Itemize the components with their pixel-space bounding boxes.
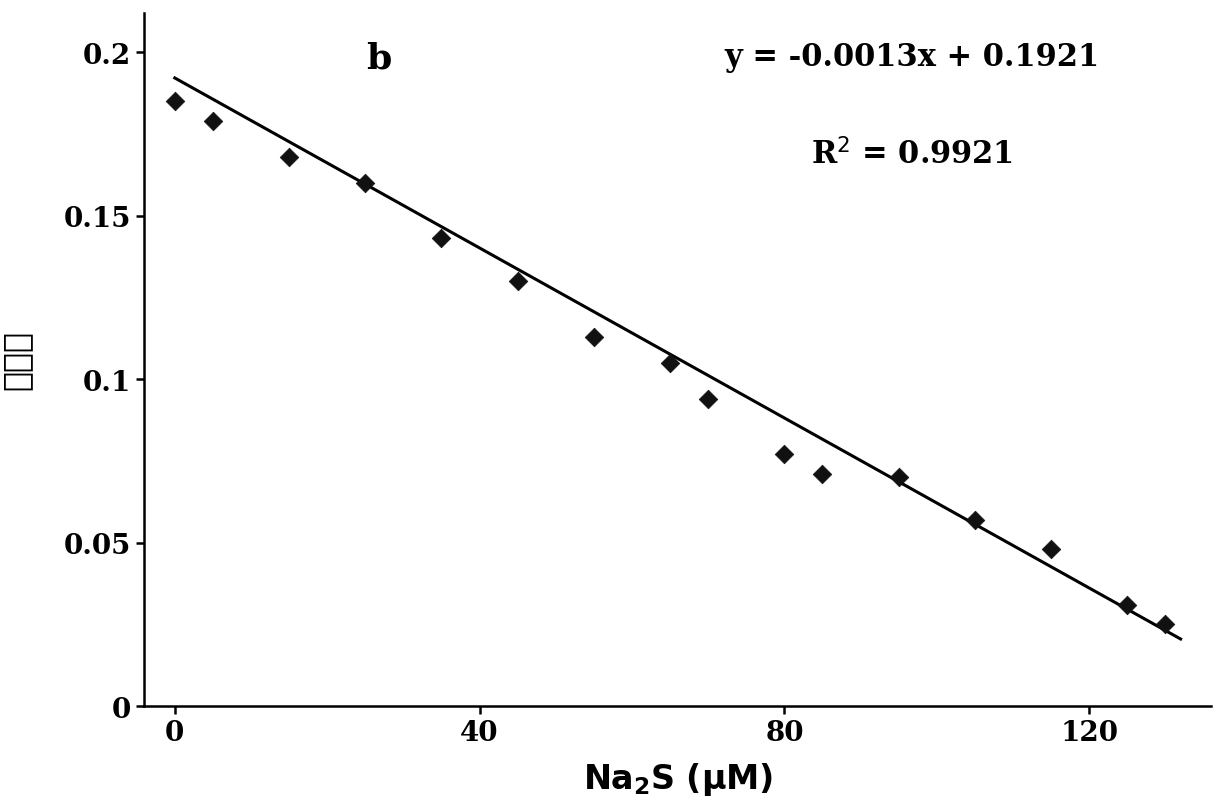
Point (1041, 543, 1061, 556)
Text: y = -0.0013x + 0.1921: y = -0.0013x + 0.1921 (725, 41, 1100, 72)
Text: R$^2$ = 0.9921: R$^2$ = 0.9921 (811, 139, 1013, 171)
Point (812, 468, 832, 481)
Point (660, 357, 680, 370)
Text: b: b (366, 41, 392, 75)
Point (965, 513, 985, 526)
Point (431, 233, 451, 246)
Point (355, 177, 375, 190)
Point (1155, 618, 1175, 631)
Point (508, 275, 528, 288)
Point (584, 331, 604, 344)
X-axis label: $\mathbf{Na_2S\ (\mu M)}$: $\mathbf{Na_2S\ (\mu M)}$ (583, 760, 773, 797)
Point (1117, 599, 1137, 611)
Point (203, 115, 223, 128)
Text: 吸光度: 吸光度 (0, 330, 33, 390)
Point (889, 471, 909, 484)
Point (279, 151, 299, 164)
Point (165, 96, 185, 109)
Point (698, 393, 718, 406)
Point (774, 448, 794, 461)
